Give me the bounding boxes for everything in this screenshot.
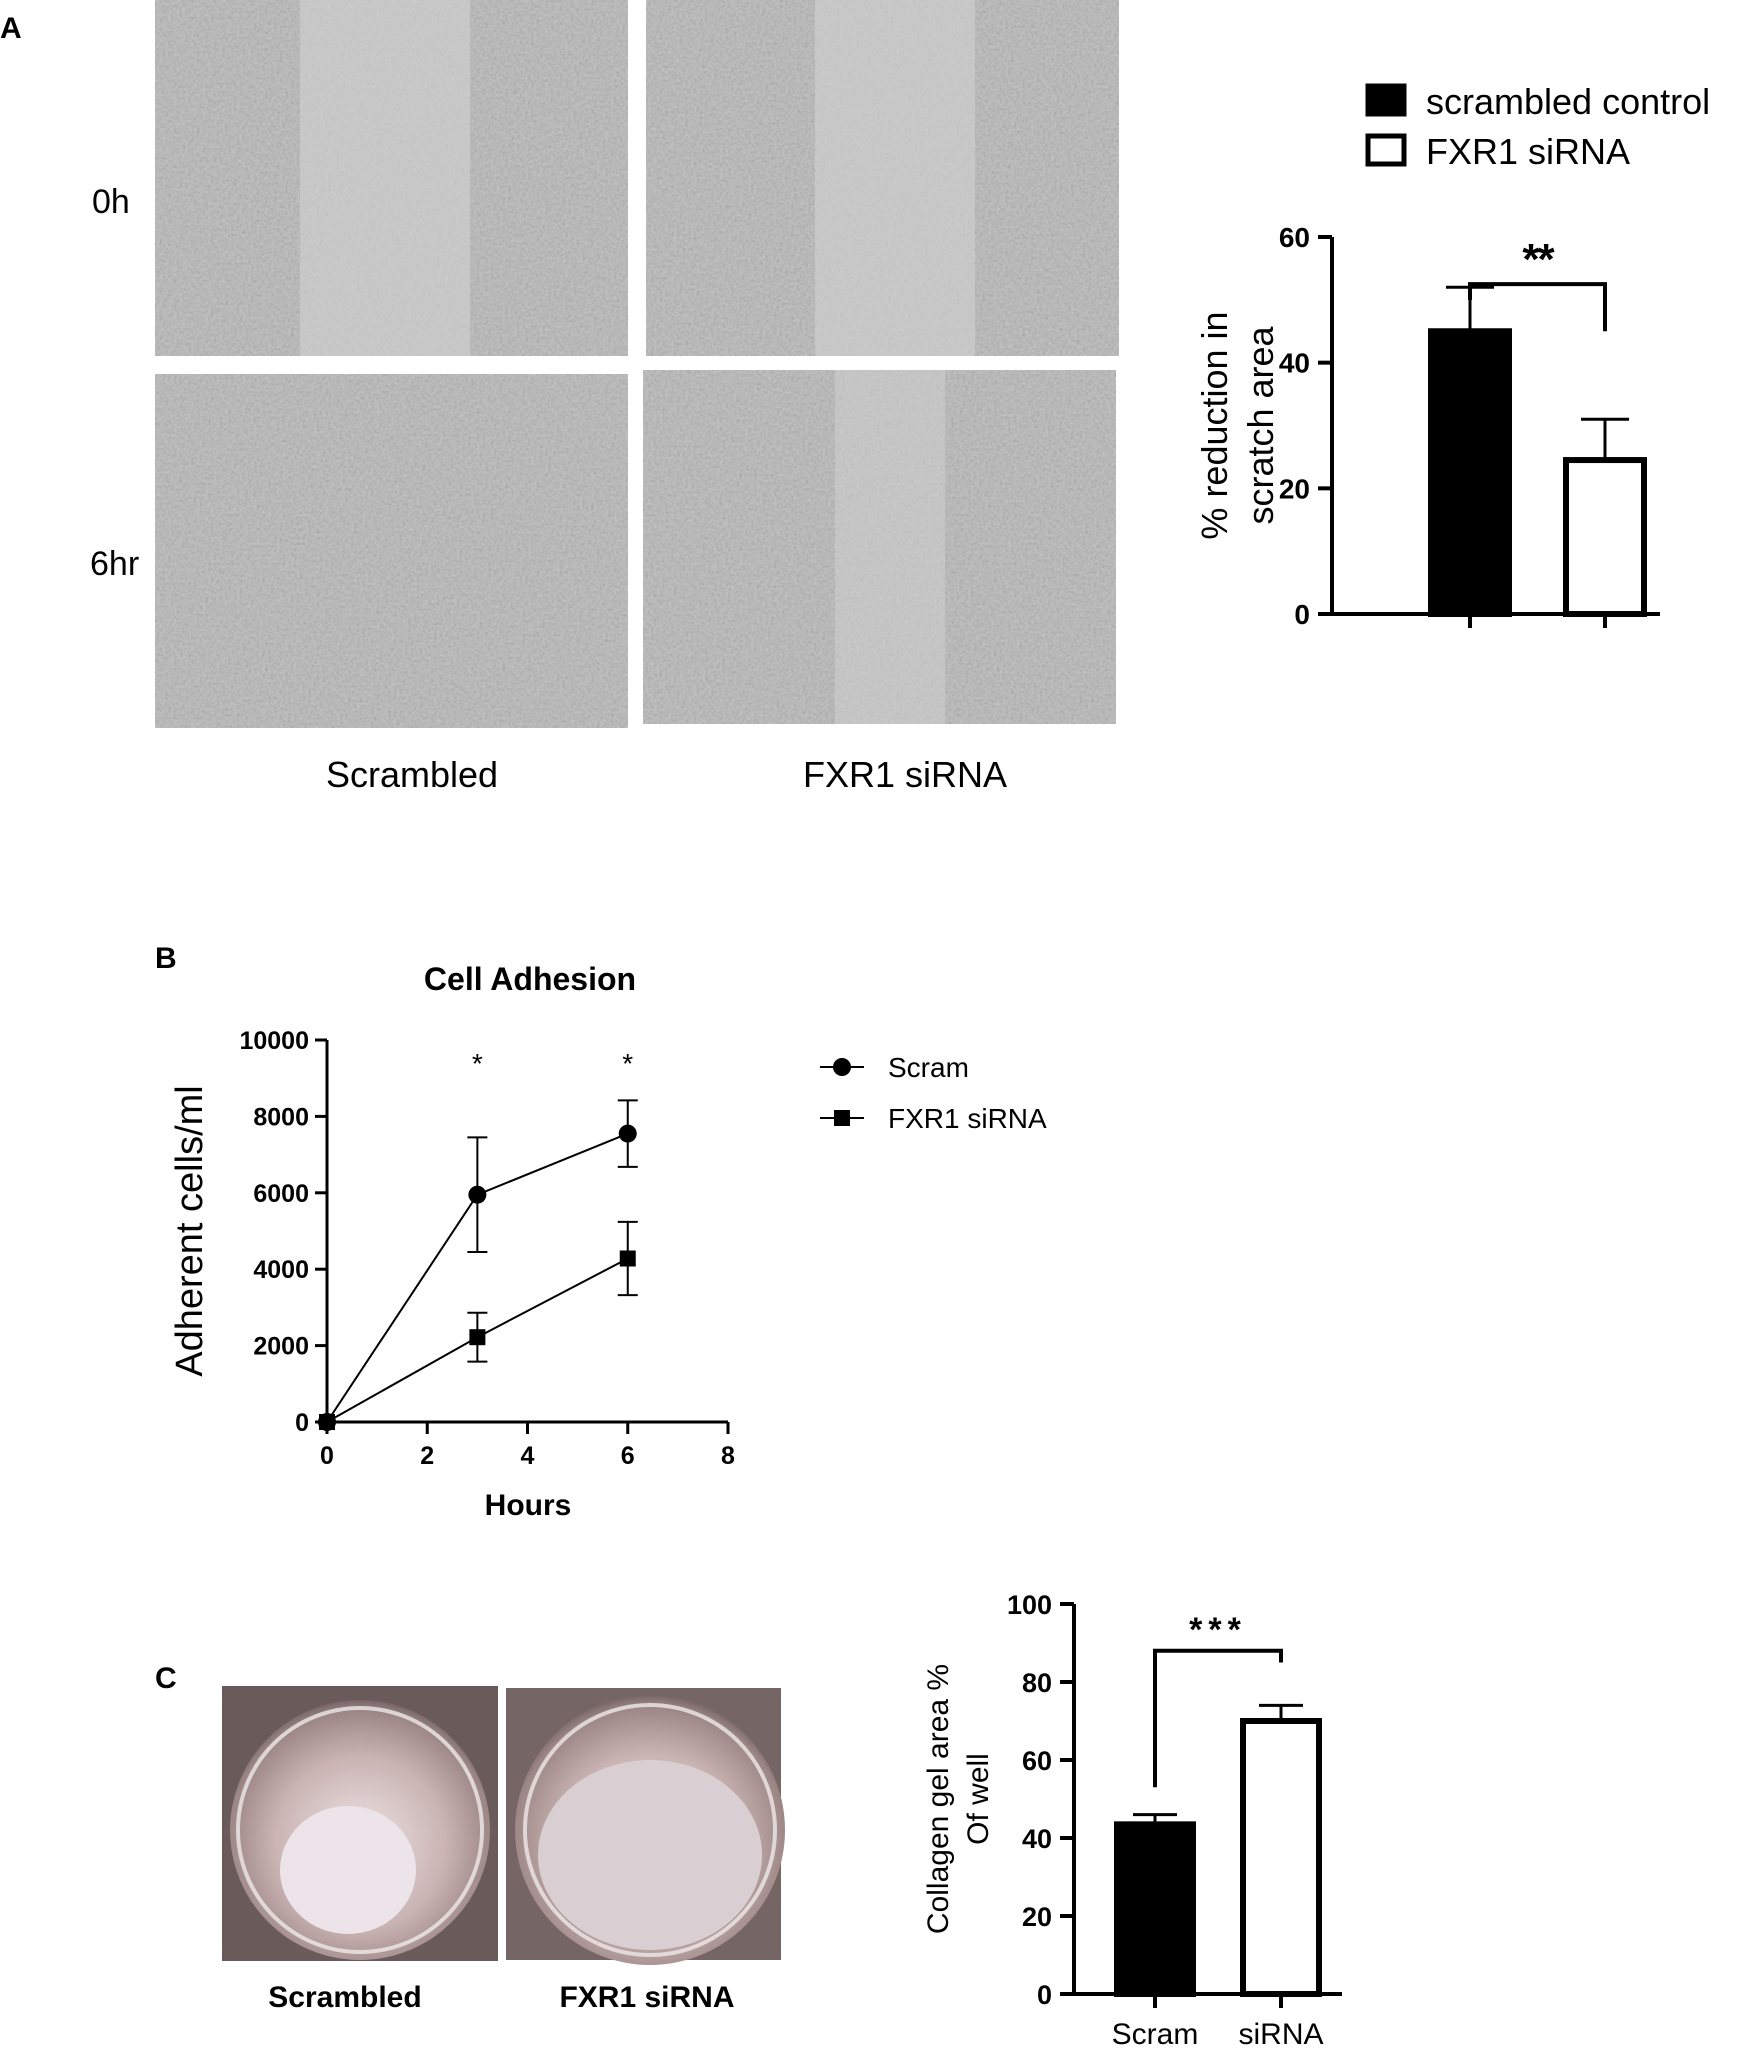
- bar-scram: [1114, 1821, 1196, 1997]
- chart-title: Cell Adhesion: [424, 961, 636, 997]
- legend-label: FXR1 siRNA: [1426, 131, 1630, 172]
- x-tick-label: 6: [621, 1442, 635, 1470]
- x-axis-label: Hours: [485, 1489, 572, 1522]
- legend-swatch: [1365, 133, 1407, 167]
- x-tick-label: siRNA: [1238, 2018, 1323, 2051]
- y-tick-label: 6000: [253, 1180, 309, 1208]
- legend-label: Scram: [888, 1052, 969, 1083]
- scratch-chart: 0 20 40 60 % reduction in scratch area ** scram…: [1194, 81, 1710, 630]
- y-tick-label: 20: [1022, 1902, 1052, 1932]
- bar-scrambled-control: [1428, 328, 1512, 617]
- micrograph-scrambled-6hr: [155, 374, 628, 728]
- legend-swatch: [1365, 83, 1407, 117]
- bar-fxr1-sirna: [1563, 457, 1647, 617]
- photo-label-fxr1: FXR1 siRNA: [559, 1981, 734, 2014]
- significance-bracket: [1468, 282, 1607, 332]
- y-tick-label: 10000: [239, 1027, 309, 1055]
- data-point-circle: [618, 1124, 637, 1143]
- bar-sirna: [1240, 1718, 1322, 1997]
- panel-b-letter: B: [155, 942, 177, 975]
- photo-label-scrambled: Scrambled: [268, 1981, 421, 2014]
- adhesion-chart: Cell Adhesion 0 2000 4000 6000 8000 10000 0 2 4 6 8…: [169, 961, 1047, 1522]
- data-point-square: [469, 1329, 486, 1346]
- data-point-circle: [468, 1185, 487, 1204]
- y-axis-label: scratch area: [1240, 325, 1281, 524]
- y-axis-label: Adherent cells/ml: [169, 1085, 211, 1376]
- legend-marker-circle: [833, 1058, 851, 1076]
- scratch-gap-fxr1-6hr: [835, 370, 945, 724]
- significance-star: *: [622, 1048, 633, 1079]
- y-tick-label: 2000: [253, 1333, 309, 1361]
- significance-bracket: [1153, 1648, 1283, 1788]
- y-tick-label: 60: [1279, 222, 1310, 253]
- scratch-gap-scrambled-0h: [300, 0, 470, 356]
- col-label-fxr1: FXR1 siRNA: [803, 754, 1007, 795]
- y-axis-label: Of well: [962, 1753, 995, 1845]
- y-tick-label: 20: [1279, 473, 1310, 504]
- data-point-square: [619, 1250, 636, 1267]
- x-tick-label: 0: [320, 1442, 334, 1470]
- y-axis-label: Collagen gel area %: [922, 1664, 955, 1934]
- y-tick-label: 80: [1022, 1668, 1052, 1698]
- significance-label: ***: [1189, 1611, 1247, 1649]
- dish-photo-scrambled: [222, 1686, 498, 1961]
- x-tick-label: 2: [420, 1442, 434, 1470]
- panel-a-letter: A: [0, 12, 22, 45]
- row-label-6hr: 6hr: [90, 545, 139, 583]
- y-axis-label: % reduction in: [1194, 311, 1235, 539]
- significance-label: **: [1522, 235, 1555, 284]
- x-tick-label: 4: [521, 1442, 535, 1470]
- col-label-scrambled: Scrambled: [326, 754, 498, 795]
- y-tick-label: 8000: [253, 1103, 309, 1131]
- y-tick-label: 0: [295, 1409, 309, 1437]
- x-tick-label: Scram: [1112, 2018, 1199, 2051]
- scratch-gap-fxr1-0h: [815, 0, 975, 356]
- collagen-chart: 0 20 40 60 80 100 Scram siRNA Collagen gel area …: [922, 1590, 1342, 2051]
- legend-label: scrambled control: [1426, 81, 1710, 122]
- legend-marker-square: [834, 1110, 850, 1126]
- dish-photo-fxr1: [506, 1688, 785, 1965]
- y-tick-label: 4000: [253, 1256, 309, 1284]
- y-tick-label: 40: [1279, 348, 1310, 379]
- y-tick-label: 0: [1037, 1980, 1052, 2010]
- y-tick-label: 100: [1007, 1590, 1052, 1620]
- panel-c-letter: C: [155, 1662, 177, 1695]
- y-tick-label: 0: [1294, 599, 1310, 630]
- data-point-square: [319, 1414, 335, 1430]
- y-tick-label: 60: [1022, 1746, 1052, 1776]
- x-tick-label: 8: [721, 1442, 735, 1470]
- row-label-0h: 0h: [92, 183, 130, 221]
- y-tick-label: 40: [1022, 1824, 1052, 1854]
- significance-star: *: [472, 1048, 483, 1079]
- legend-label: FXR1 siRNA: [888, 1103, 1047, 1134]
